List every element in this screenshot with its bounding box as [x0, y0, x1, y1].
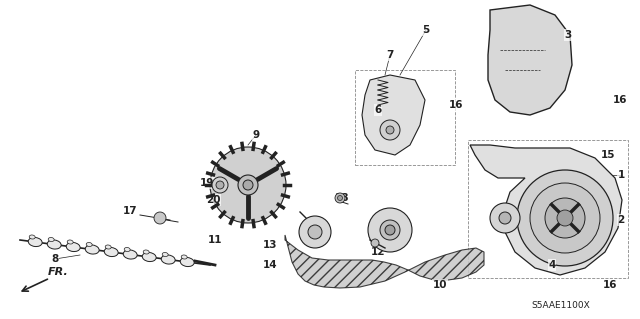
Text: 19: 19	[200, 178, 214, 188]
Circle shape	[335, 193, 345, 203]
Circle shape	[210, 147, 286, 223]
Circle shape	[557, 210, 573, 226]
Circle shape	[490, 203, 520, 233]
Text: 13: 13	[263, 240, 277, 250]
Text: 16: 16	[603, 280, 617, 290]
Circle shape	[368, 208, 412, 252]
Text: 7: 7	[387, 50, 394, 60]
Text: 16: 16	[449, 100, 463, 110]
Ellipse shape	[29, 235, 35, 239]
Ellipse shape	[143, 250, 149, 254]
Text: 16: 16	[612, 95, 627, 105]
Text: 15: 15	[601, 150, 615, 160]
Circle shape	[380, 120, 400, 140]
Polygon shape	[285, 235, 484, 288]
Text: 10: 10	[433, 280, 447, 290]
Text: FR.: FR.	[48, 267, 68, 277]
Text: 12: 12	[371, 247, 385, 257]
Ellipse shape	[85, 245, 99, 254]
Text: 8: 8	[51, 254, 59, 264]
Ellipse shape	[47, 240, 61, 249]
Ellipse shape	[48, 237, 54, 241]
Text: 17: 17	[123, 206, 138, 216]
Ellipse shape	[86, 242, 92, 247]
Circle shape	[517, 170, 613, 266]
Ellipse shape	[180, 257, 194, 267]
Circle shape	[243, 180, 253, 190]
Ellipse shape	[104, 248, 118, 256]
Circle shape	[371, 239, 379, 247]
Ellipse shape	[142, 252, 156, 262]
Text: 9: 9	[252, 130, 260, 140]
Text: 4: 4	[548, 260, 556, 270]
Circle shape	[154, 212, 166, 224]
Polygon shape	[488, 5, 572, 115]
Text: 14: 14	[262, 260, 277, 270]
Ellipse shape	[28, 237, 42, 247]
Circle shape	[308, 225, 322, 239]
Ellipse shape	[161, 255, 175, 264]
Circle shape	[299, 216, 331, 248]
Text: 3: 3	[564, 30, 572, 40]
Ellipse shape	[66, 242, 80, 252]
Ellipse shape	[162, 252, 168, 256]
Polygon shape	[362, 75, 425, 155]
Circle shape	[216, 181, 224, 189]
Circle shape	[499, 212, 511, 224]
Text: 1: 1	[618, 170, 625, 180]
Polygon shape	[470, 145, 622, 275]
Text: S5AAE1100X: S5AAE1100X	[531, 301, 590, 310]
Circle shape	[386, 126, 394, 134]
Circle shape	[212, 177, 228, 193]
Ellipse shape	[124, 248, 130, 251]
Ellipse shape	[181, 255, 187, 259]
Circle shape	[545, 198, 585, 238]
Ellipse shape	[124, 250, 137, 259]
Circle shape	[337, 196, 342, 201]
Circle shape	[238, 175, 258, 195]
Ellipse shape	[105, 245, 111, 249]
Text: 18: 18	[335, 193, 349, 203]
Text: 11: 11	[208, 235, 222, 245]
Ellipse shape	[67, 240, 73, 244]
Circle shape	[380, 220, 400, 240]
Circle shape	[530, 183, 600, 253]
Text: 6: 6	[374, 105, 381, 115]
Text: 5: 5	[422, 25, 429, 35]
Text: 20: 20	[205, 195, 220, 205]
Text: 2: 2	[618, 215, 625, 225]
Circle shape	[385, 225, 395, 235]
